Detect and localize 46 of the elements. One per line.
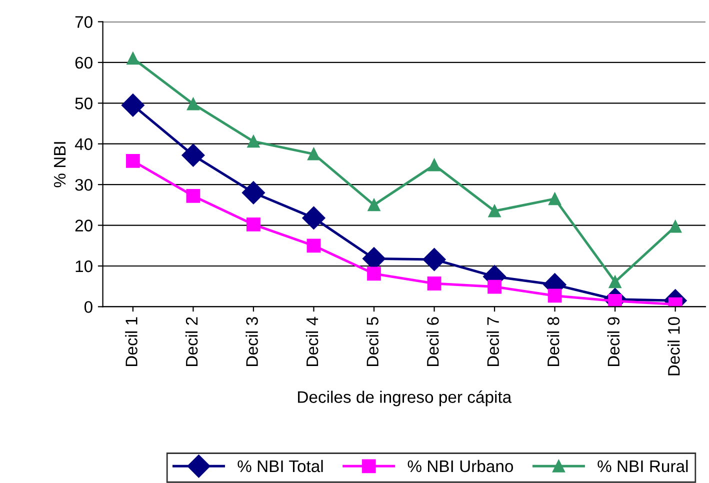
point <box>246 218 260 232</box>
y-tick-label: 0 <box>84 301 92 313</box>
x-tick-label: Decil 8 <box>547 317 560 366</box>
point <box>488 280 502 294</box>
y-tick-label: 70 <box>75 16 92 28</box>
point <box>422 248 446 271</box>
point <box>608 276 622 288</box>
point <box>427 276 442 290</box>
point <box>302 206 326 230</box>
x-tick-label: Decil 1 <box>125 317 138 366</box>
point <box>186 98 200 110</box>
point <box>242 181 265 204</box>
point <box>548 192 562 206</box>
legend-label: % NBI Total <box>238 460 323 472</box>
y-tick-label: 40 <box>74 138 92 150</box>
point <box>669 220 682 233</box>
x-tick-label: Decil 7 <box>486 317 499 366</box>
point <box>307 148 320 160</box>
y-tick-label: 60 <box>75 56 92 69</box>
point <box>306 238 321 253</box>
x-tick-label: Decil 10 <box>668 317 680 376</box>
x-tick-label: Decil 6 <box>426 317 439 366</box>
x-tick-label: Decil 4 <box>306 316 318 366</box>
y-tick-label: 20 <box>75 220 92 232</box>
point <box>488 204 501 218</box>
y-tick-label: 10 <box>76 260 92 272</box>
point <box>548 288 562 303</box>
point <box>186 189 200 203</box>
y-tick-label: 50 <box>75 98 92 110</box>
point <box>428 158 441 172</box>
point <box>121 94 144 117</box>
x-tick-label: Decil 9 <box>607 317 620 366</box>
legend-label: % NBI Urbano <box>408 460 514 472</box>
point <box>247 135 260 148</box>
legend-label: % NBI Rural <box>598 460 688 472</box>
point <box>367 266 381 281</box>
x-tick-label: Decil 2 <box>185 317 198 366</box>
point <box>368 198 380 212</box>
point <box>126 154 140 168</box>
y-axis-title: % NBI <box>54 142 66 188</box>
x-tick-label: Decil 3 <box>246 317 258 366</box>
y-tick-label: 30 <box>75 178 92 191</box>
x-tick-label: Decil 5 <box>366 317 378 366</box>
x-axis-title: Deciles de ingreso per cápita <box>298 390 512 406</box>
point <box>126 52 140 65</box>
point <box>182 144 205 167</box>
